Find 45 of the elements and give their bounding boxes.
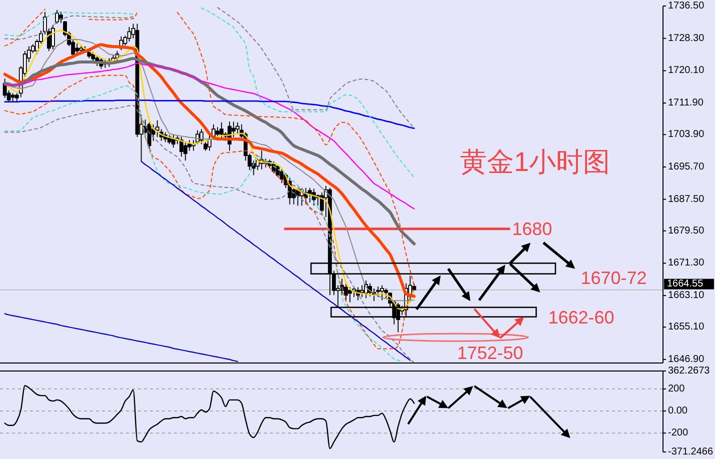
candlestick [179,136,184,158]
line-series [140,160,411,361]
y-tick-label: 1671.30 [668,258,705,269]
candlestick [236,122,240,135]
y-tick-label: 0.00 [668,406,688,417]
y-tick-label: 1655.10 [668,322,705,333]
candlestick [308,187,312,203]
y-tick-label: -371.2466 [668,446,714,458]
candlestick [344,282,348,301]
candlestick [155,120,160,138]
text: 黄金1小时图 [460,147,610,177]
y-tick-label: 1646.90 [668,354,705,365]
text: 1752-50 [457,343,524,364]
candlestick [380,284,384,301]
candlestick [75,43,80,55]
text: 1662-60 [548,308,614,328]
candlestick [376,286,380,298]
y-tick-label: 1663.10 [668,290,705,302]
y-tick-label: 200 [668,383,686,394]
line-series [4,62,415,210]
y-tick-label: 1728.30 [668,32,705,44]
text: 1670-72 [580,268,647,288]
y-tick-label: 1711.90 [668,98,704,109]
line-series [4,313,238,362]
candlestick [171,134,176,148]
y-tick-label: 362.2673 [668,366,710,376]
y-tick-label: 1695.70 [668,161,705,172]
y-tick-label: 1679.50 [668,225,705,236]
y-tick-label: 1720.10 [668,65,705,76]
ref-line-label: 1664.55 [667,278,704,290]
candlestick [127,26,132,42]
y-tick-label: 1703.90 [668,129,705,140]
ref-line-label: 1680 [512,218,552,239]
y-tick-label: 1736.50 [668,0,705,12]
y-tick-label: 1687.50 [668,194,705,205]
candlestick [51,24,55,50]
line-series [4,100,415,129]
candlestick [79,46,84,53]
candlestick [95,56,100,66]
candlestick [348,286,352,303]
candlestick [55,9,59,24]
candlestick [216,126,220,140]
y-tick-label: -200 [668,428,688,439]
candlestick [360,284,364,298]
candlestick [10,92,15,102]
